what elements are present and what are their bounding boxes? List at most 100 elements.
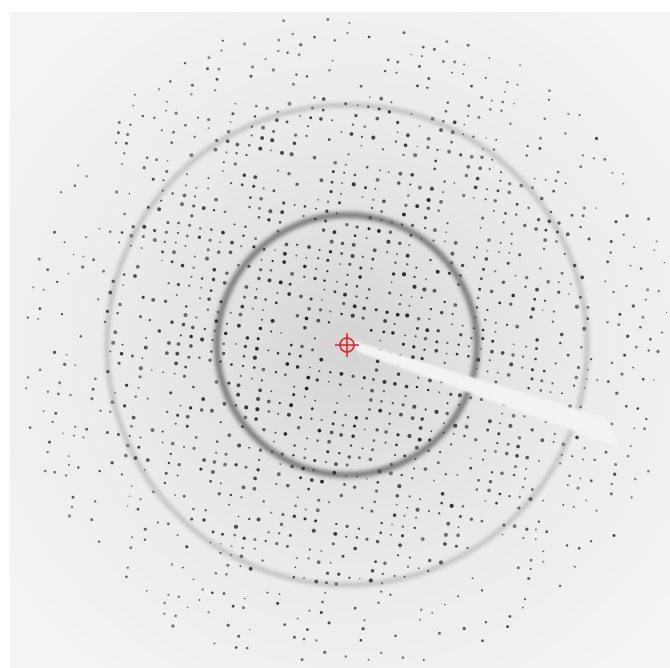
spot (190, 214, 193, 217)
spot (215, 139, 218, 142)
spot (284, 373, 287, 376)
spot (245, 285, 249, 289)
spot (271, 451, 273, 453)
spot (137, 446, 140, 449)
spot (396, 313, 400, 317)
spot (122, 284, 124, 286)
spot (355, 416, 358, 419)
spot (80, 335, 83, 338)
spot (169, 80, 171, 82)
spot (183, 495, 186, 498)
spot (390, 221, 393, 224)
spot (346, 525, 349, 528)
spot (565, 182, 567, 184)
spot (410, 173, 414, 177)
spot (423, 349, 425, 351)
spot (502, 524, 505, 527)
spot (409, 495, 411, 497)
spot (278, 532, 280, 534)
spot (366, 237, 368, 239)
spot (331, 119, 333, 121)
spot (297, 618, 299, 620)
spot (304, 448, 306, 450)
spot (106, 431, 109, 434)
spot (590, 358, 592, 360)
spot (280, 210, 284, 214)
spot (375, 188, 377, 190)
spot (122, 344, 124, 346)
spot (522, 537, 524, 539)
spot (177, 534, 179, 536)
spot (165, 231, 168, 234)
spot (352, 243, 356, 247)
spot (299, 295, 303, 299)
spot (548, 99, 550, 101)
spot (379, 340, 381, 342)
spot (491, 340, 494, 343)
spot (158, 329, 161, 332)
spot (108, 291, 112, 295)
spot (465, 174, 468, 177)
spot (221, 50, 223, 52)
spot (425, 328, 429, 332)
spot (233, 534, 236, 537)
spot (406, 133, 410, 137)
page: (() => { const g = document.getElementBy… (0, 0, 670, 668)
spot (435, 340, 438, 343)
spot (37, 318, 39, 320)
spot (378, 469, 382, 473)
spot (242, 235, 244, 237)
spot (422, 288, 426, 292)
spot (29, 426, 32, 429)
spot (502, 281, 505, 284)
spot (494, 450, 497, 453)
spot (216, 78, 219, 81)
spot (343, 293, 347, 297)
spot (333, 161, 337, 165)
spot (27, 317, 29, 319)
spot (213, 268, 217, 272)
spot (137, 508, 140, 511)
spot (415, 267, 417, 269)
spot (325, 581, 328, 584)
spot (164, 482, 166, 484)
spot (586, 378, 588, 380)
spot (588, 238, 591, 241)
spot (511, 353, 514, 356)
spot (491, 100, 493, 102)
spot (169, 391, 172, 394)
spot (254, 548, 256, 550)
spot (356, 476, 358, 478)
spot (552, 321, 554, 323)
spot (632, 304, 635, 307)
spot (316, 508, 320, 512)
spot (438, 391, 440, 393)
spot (378, 409, 382, 413)
spot (190, 335, 193, 338)
spot (186, 173, 188, 175)
spot (404, 515, 406, 517)
spot (395, 72, 397, 74)
spot (336, 402, 338, 404)
spot (207, 298, 210, 301)
spot (577, 487, 580, 490)
spot (430, 187, 434, 191)
spot (338, 452, 340, 454)
spot (220, 421, 222, 423)
spot (192, 508, 195, 511)
spot (458, 404, 460, 406)
spot (100, 410, 102, 412)
spot (161, 260, 163, 262)
spot (345, 475, 347, 477)
spot (641, 316, 644, 319)
spot (394, 323, 396, 325)
spot (43, 289, 45, 291)
spot (478, 288, 481, 291)
spot (545, 530, 548, 533)
spot (397, 554, 399, 556)
spot (386, 311, 389, 314)
spot (83, 256, 85, 258)
spot (459, 274, 462, 277)
spot (606, 321, 609, 324)
spot (299, 416, 302, 419)
